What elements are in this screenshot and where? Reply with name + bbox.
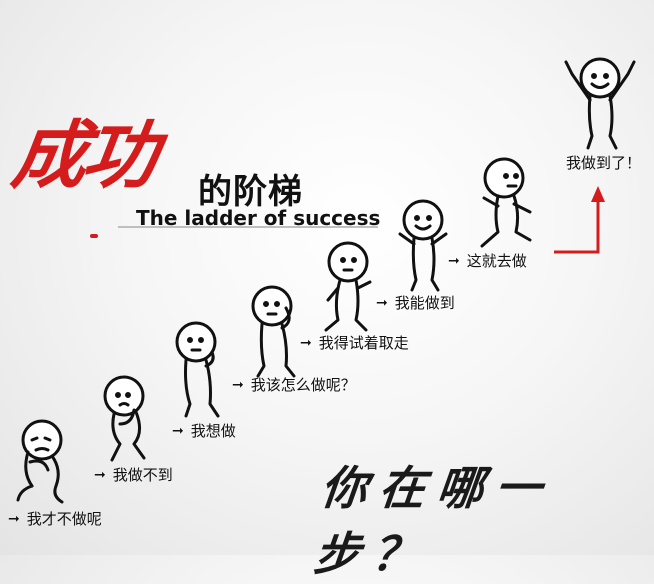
step-text: 我得试着取走 — [319, 332, 409, 353]
step-label-5: ➞ 我得试着取走 — [300, 332, 409, 353]
step-label-8: 我做到了！ — [566, 152, 641, 173]
step-label-3: ➞ 我想做 — [172, 420, 236, 441]
arrow-right-icon: ➞ — [8, 511, 20, 527]
figure-step-2-cannot — [96, 372, 158, 464]
arrow-right-icon: ➞ — [94, 467, 106, 483]
step-text: 我能做到 — [395, 292, 455, 313]
arrow-right-icon: ➞ — [172, 423, 184, 439]
figure-step-1-refusing — [8, 412, 78, 507]
step-label-1: ➞ 我才不做呢 — [8, 508, 102, 529]
figure-step-4-how — [244, 282, 304, 378]
step-text: 我想做 — [191, 420, 236, 441]
title-success-red: 成功 — [6, 96, 161, 203]
question-which-step: 你在哪一步？ — [311, 452, 654, 584]
step-text: 我做不到 — [113, 464, 173, 485]
red-ink-dot — [90, 234, 98, 238]
step-label-2: ➞ 我做不到 — [94, 464, 173, 485]
figure-step-8-success — [560, 52, 640, 150]
arrow-right-icon: ➞ — [232, 377, 244, 393]
step-text: 这就去做 — [467, 250, 527, 271]
step-label-4: ➞ 我该怎么做呢？ — [232, 374, 356, 395]
arrow-right-icon: ➞ — [300, 335, 312, 351]
figure-step-7-do-now — [472, 154, 538, 250]
success-path-arrow — [548, 180, 618, 260]
title-underline — [118, 226, 378, 228]
arrow-right-icon: ➞ — [376, 295, 388, 311]
step-label-7: ➞ 这就去做 — [448, 250, 527, 271]
figure-step-5-try — [318, 238, 378, 334]
step-label-6: ➞ 我能做到 — [376, 292, 455, 313]
figure-step-6-can-do — [392, 196, 454, 292]
step-text: 我做到了！ — [566, 152, 641, 173]
step-text: 我该怎么做呢？ — [251, 374, 356, 395]
figure-step-3-want — [170, 318, 228, 418]
step-text: 我才不做呢 — [27, 508, 102, 529]
arrow-right-icon: ➞ — [448, 253, 460, 269]
